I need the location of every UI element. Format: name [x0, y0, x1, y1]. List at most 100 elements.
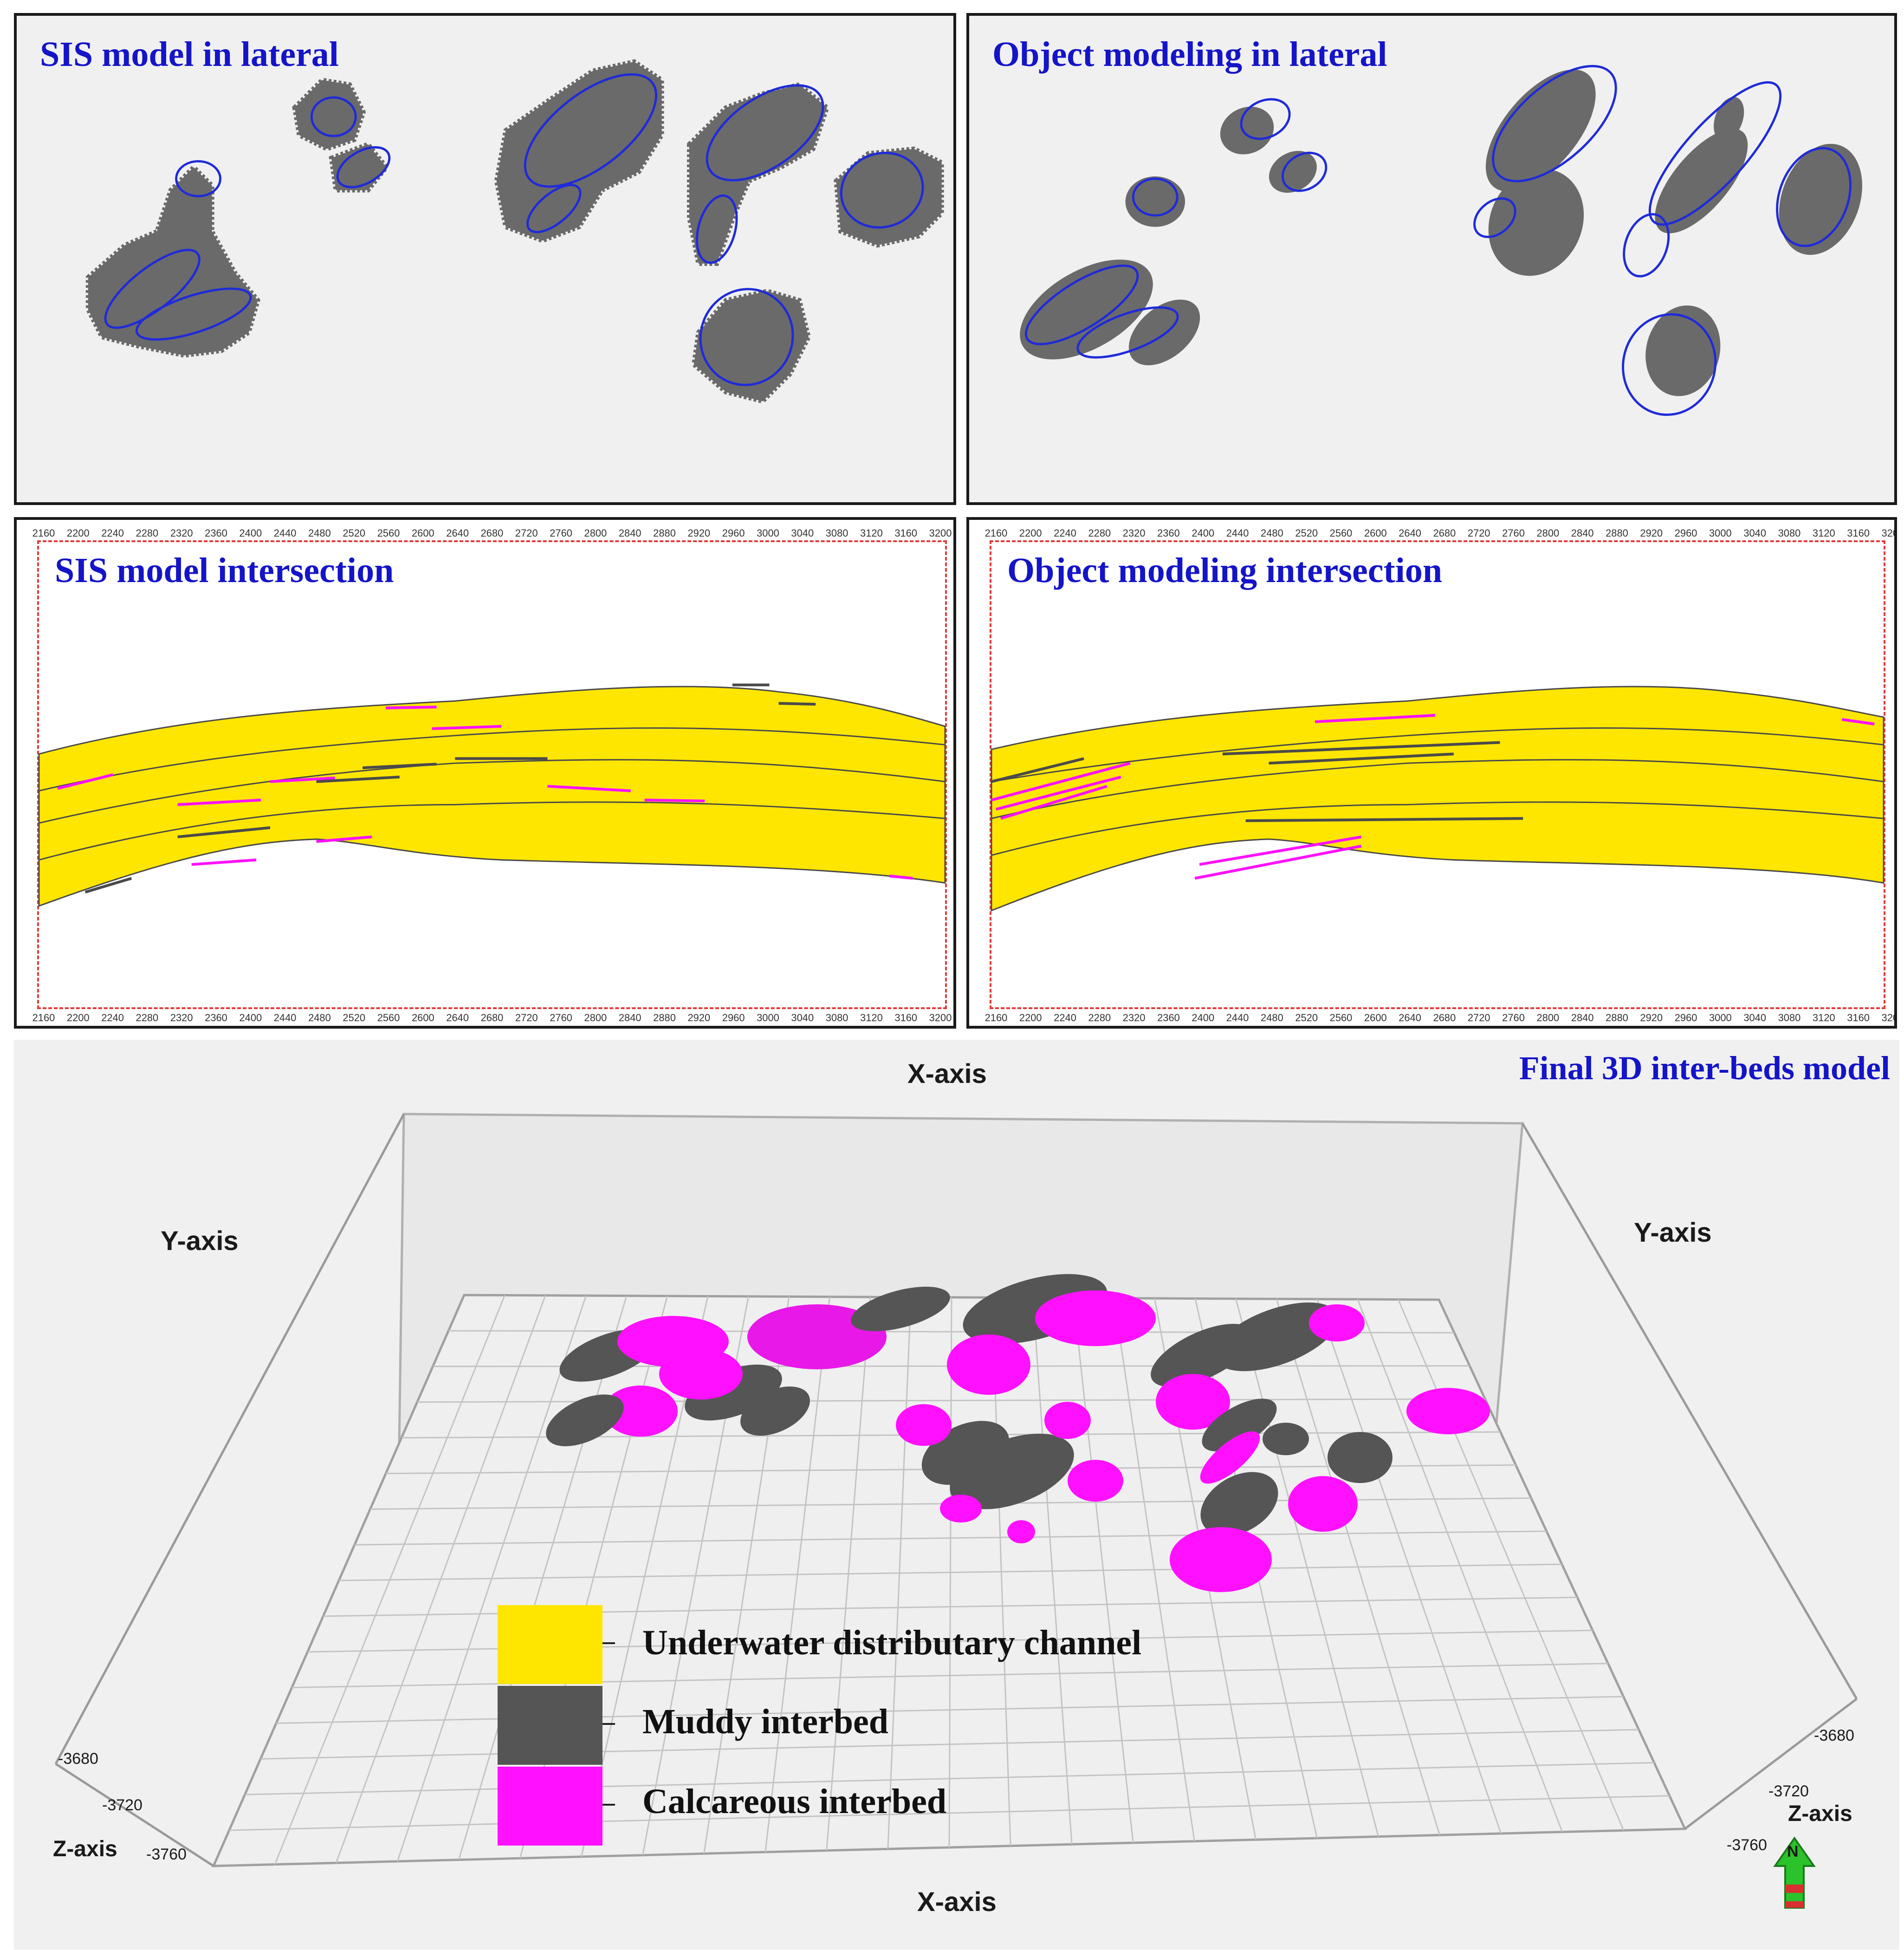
sis-intersection-panel: 2160 2160 2200 2200 2240 2240 2280 2280 2320 2320… [14, 517, 956, 1029]
x-tick-label: 2520 [343, 527, 365, 539]
calc-body [947, 1335, 1030, 1395]
mud-body [1328, 1432, 1392, 1483]
legend-swatch-muddy [498, 1686, 602, 1765]
interpreted-body-outline [1024, 264, 1139, 345]
x-tick-label: 3200 [1882, 527, 1897, 539]
mud-body [851, 1287, 950, 1331]
x-tick-label: 2800 [584, 527, 607, 539]
x-tick-label: 2760 [1502, 1012, 1525, 1024]
box-edge [1684, 1698, 1858, 1830]
x-tick-label: 3000 [1709, 527, 1732, 539]
calcareous-streak [547, 784, 631, 792]
x-tick-label: 3160 [1847, 527, 1870, 539]
x-tick-label: 2200 [67, 527, 90, 539]
legend-swatch-channel [498, 1605, 602, 1684]
x-tick-label: 2960 [722, 1012, 745, 1024]
sis-intersection-section: 2160 2160 2200 2200 2240 2240 2280 2280 2320 2320… [32, 527, 952, 1024]
panel-title: Final 3D inter-beds model [1519, 1050, 1890, 1087]
x-tick-label: 2320 [1123, 527, 1146, 539]
x-tick-label: 3120 [1813, 527, 1835, 539]
muddy-streak [778, 702, 816, 706]
x-tick-label: 2760 [550, 527, 572, 539]
x-tick-label: 3080 [826, 1012, 848, 1024]
x-tick-label: 2680 [1433, 1012, 1456, 1024]
x-tick-label: 2680 [1433, 527, 1456, 539]
x-tick-label: 3040 [1743, 527, 1766, 539]
z-value-right: -3720 [1768, 1782, 1809, 1800]
x-tick-label: 3120 [860, 1012, 883, 1024]
calcareous-streak [644, 798, 705, 803]
mud-object [1645, 305, 1721, 396]
mud-cluster [85, 164, 261, 358]
x-tick-label: 2920 [687, 527, 710, 539]
x-tick-label: 3000 [1709, 1012, 1732, 1024]
x-tick-label: 3200 [1882, 1012, 1897, 1024]
mud-body [1214, 1302, 1339, 1371]
z-value-left: -3720 [102, 1796, 142, 1814]
mud-body [1202, 1399, 1277, 1451]
x-tick-label: 2640 [446, 1012, 469, 1024]
x-tick-label: 2200 [1019, 1012, 1042, 1024]
z-axis-left-label: Z-axis [53, 1837, 117, 1861]
x-tick-label: 2920 [1640, 527, 1663, 539]
muddy-streak [991, 757, 1084, 783]
calc-body [1200, 1431, 1260, 1484]
intersection-frame: 2160 2160 2200 2200 2240 2240 2280 2280 2320 2320… [985, 527, 1894, 1024]
interpreted-body-outline [310, 96, 357, 137]
mud-object [1269, 151, 1317, 193]
x-axis-top-label: X-axis [907, 1059, 987, 1089]
obj-intersection-panel: 2160 2160 2200 2200 2240 2240 2280 2280 2320 2320… [966, 517, 1897, 1029]
x-tick-label: 2400 [239, 527, 262, 539]
x-tick-label: 3160 [894, 527, 917, 539]
panel-title: Object modeling in lateral [992, 35, 1387, 74]
interpreted-body-outline [135, 287, 252, 341]
zone-boundary [991, 801, 1884, 856]
calc-body [940, 1495, 982, 1522]
calcareous-streak [1841, 718, 1875, 726]
x-tick-label: 2880 [653, 527, 676, 539]
muddy-streak [177, 826, 271, 838]
mud-cluster [292, 78, 366, 152]
x-tick-label: 2440 [274, 1012, 297, 1024]
calcareous-streak [1194, 844, 1362, 880]
zone-boundary [39, 801, 946, 861]
muddy-streak [316, 775, 400, 783]
interpreted-body-outline [1076, 306, 1179, 359]
x-tick-label: 2560 [377, 1012, 400, 1024]
interpreted-body-outline [1623, 213, 1670, 278]
panel-title: SIS model in lateral [40, 35, 339, 74]
grid-line [229, 1795, 1670, 1831]
x-tick-label: 2160 [985, 527, 1008, 539]
muddy-streak [362, 763, 437, 770]
calc-body [659, 1348, 743, 1399]
x-tick-label: 3200 [929, 1012, 952, 1024]
x-tick-label: 2960 [1675, 527, 1697, 539]
interpreted-body-outline [840, 151, 924, 229]
mud-object [1655, 129, 1748, 233]
x-tick-label: 3040 [791, 1012, 814, 1024]
zone-boundary [991, 759, 1884, 819]
z-value-right: -3680 [1814, 1727, 1854, 1744]
x-tick-label: 2720 [515, 527, 538, 539]
legend-label-channel: Underwater distributary channel [642, 1623, 1142, 1662]
mud-object [1128, 299, 1200, 365]
mud-object [1779, 143, 1862, 255]
x-tick-label: 2800 [584, 1012, 607, 1024]
x-tick-label: 2720 [515, 1012, 538, 1024]
x-tick-label: 2960 [1675, 1012, 1697, 1024]
x-tick-label: 2280 [136, 1012, 159, 1024]
mud-body [740, 1386, 810, 1436]
x-tick-label: 2680 [481, 527, 504, 539]
x-tick-label: 2280 [136, 527, 159, 539]
x-tick-label: 2200 [67, 1012, 90, 1024]
mud-body [546, 1394, 624, 1446]
calc-body [1156, 1374, 1230, 1430]
mud-object [1220, 106, 1274, 155]
muddy-streak [1269, 752, 1454, 765]
y-axis-left-label: Y-axis [161, 1226, 239, 1256]
interpreted-body-outline [696, 194, 738, 264]
sis-lateral-panel: SIS model in lateral [14, 13, 956, 505]
interpreted-body-outline [526, 184, 582, 233]
mud-object [1714, 97, 1744, 142]
calc-body [1406, 1388, 1490, 1434]
